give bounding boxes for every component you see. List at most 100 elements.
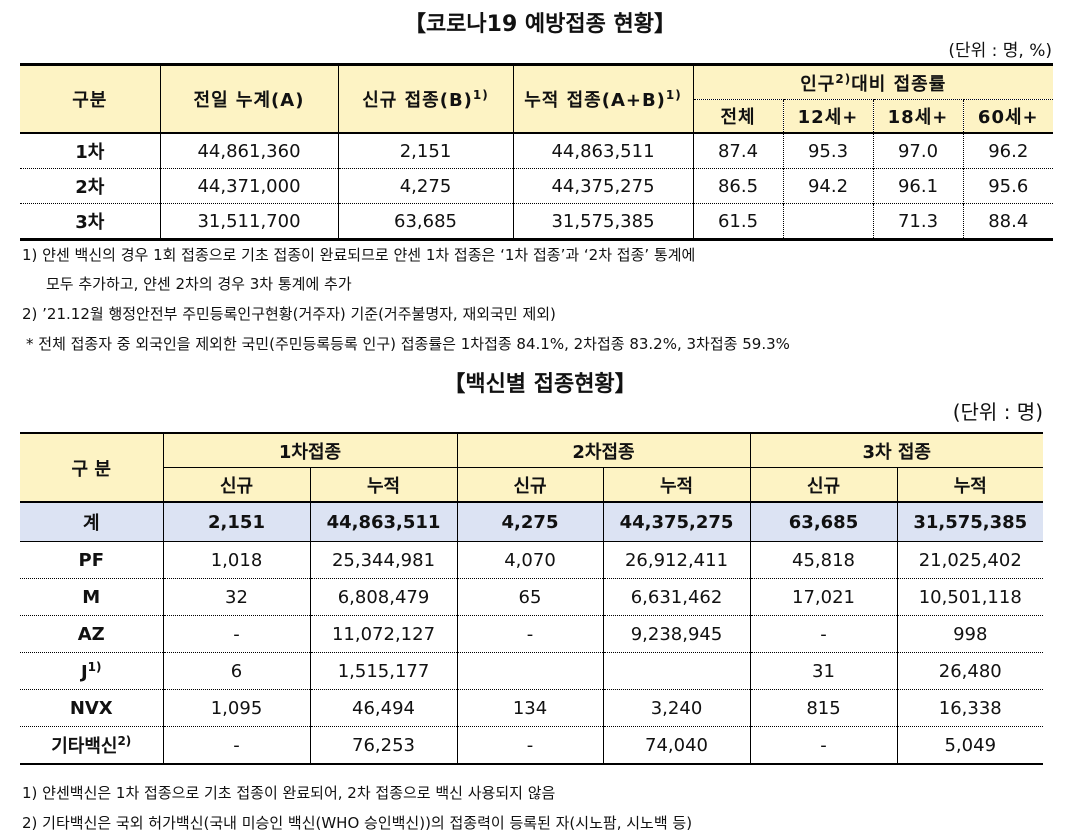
header-cell: 1차접종 [162, 433, 457, 468]
note: 모두 추가하고, 얀센 2차의 경우 3차 통계에 추가 [46, 275, 352, 293]
header-text: 신규 접종(B) [362, 90, 473, 111]
table-row: 3차 31,511,700 63,685 31,575,385 61.5 71.3 88.4 [20, 203, 1054, 240]
header-cell: 신규 접종(B)1) [337, 64, 513, 133]
table-cell: 815 [749, 689, 897, 727]
table-cell: 21,025,402 [896, 541, 1044, 579]
header-cell: 2차접종 [456, 433, 750, 468]
table-cell: 44,863,511 [512, 132, 693, 169]
table-cell: - [162, 615, 310, 653]
row-label: AZ [20, 615, 163, 653]
table-cell: 96.2 [962, 132, 1054, 169]
row-label: 계 [20, 501, 163, 542]
table-cell: 2,151 [162, 501, 310, 542]
table-body: 계 2,151 44,863,511 4,275 44,375,275 63,685 31,… [20, 501, 1044, 764]
table-row: M 32 6,808,479 65 6,631,462 17,021 10,501,118 [20, 578, 1044, 616]
note: 2) ’21.12월 행정안전부 주민등록인구현황(거주자) 기준(거주불명자,… [22, 305, 556, 323]
table-cell: 95.3 [782, 132, 873, 169]
table-cell: 44,375,275 [602, 501, 750, 542]
table-cell: 32 [162, 578, 310, 616]
table-cell: 1,018 [162, 541, 310, 579]
table-cell: 97.0 [872, 132, 963, 169]
table-row: NVX 1,095 46,494 134 3,240 815 16,338 [20, 689, 1044, 727]
header-text: 대비 접종률 [851, 73, 947, 95]
unit: (단위 : 명, %) [948, 41, 1052, 61]
table-cell: 46,494 [309, 689, 457, 727]
header-cell: 3차 접종 [749, 433, 1044, 468]
table-cell: 1차 [20, 132, 160, 169]
table-cell: 86.5 [692, 168, 783, 204]
table-cell: 63,685 [749, 501, 897, 542]
table-cell: - [456, 726, 603, 764]
table-cell: 9,238,945 [602, 615, 750, 653]
header-cell: 누적 [602, 467, 750, 502]
table-cell: 74,040 [602, 726, 750, 764]
table-row: J1) 6 1,515,177 31 26,480 [20, 652, 1044, 690]
table-cell: 4,070 [456, 541, 603, 579]
row-label: PF [20, 541, 163, 579]
table-row: 2차 44,371,000 4,275 44,375,275 86.5 94.2 96.1 9… [20, 168, 1054, 204]
table-cell [602, 652, 750, 690]
table-cell: 17,021 [749, 578, 897, 616]
table-cell: - [749, 615, 897, 653]
table-cell: 6 [162, 652, 310, 690]
header-cell: 18세+ [872, 99, 963, 133]
footnote-mark: 1) [665, 88, 682, 102]
title: 【코로나19 예방접종 현황】 [403, 12, 677, 37]
table-cell: 45,818 [749, 541, 897, 579]
header-text: 인구 [800, 73, 836, 95]
note: 1) 얀센백신은 1차 접종으로 기초 접종이 완료되어, 2차 접종으로 백신… [22, 784, 556, 802]
table-cell: 3차 [20, 203, 160, 240]
table-row: 기타백신2) -76,253-74,040-5,049 [20, 726, 1044, 764]
row-label: J1) [20, 652, 163, 690]
title: 【백신별 접종현황】 [443, 372, 637, 397]
table-cell: 4,275 [337, 168, 513, 204]
header-cell: 누적 [896, 467, 1044, 502]
header-cell: 누적 접종(A+B)1) [512, 64, 693, 133]
table-cell: 10,501,118 [896, 578, 1044, 616]
header-text: 누적 접종(A+B) [524, 90, 666, 111]
table-cell: 61.5 [692, 203, 783, 240]
table-row: PF 1,018 25,344,981 4,070 26,912,411 45,818 21… [20, 541, 1044, 579]
table-cell: 998 [896, 615, 1044, 653]
table-cell: 31,511,700 [159, 203, 338, 240]
table-cell: 1,515,177 [309, 652, 457, 690]
row-label-text: 기타백신 [51, 736, 118, 757]
table-cell: 71.3 [872, 203, 963, 240]
header-cell: 신규 [456, 467, 603, 502]
table-cell [456, 652, 603, 690]
row-label-text: NVX [69, 697, 113, 719]
table-cell: 134 [456, 689, 603, 727]
row-label-text: PF [78, 549, 105, 571]
footnote-mark: 2) [835, 71, 852, 86]
table-cell: 31,575,385 [512, 203, 693, 240]
table-cell: 2차 [20, 168, 160, 204]
row-label-text: 계 [82, 513, 100, 534]
table-cell: 5,049 [896, 726, 1044, 764]
table-cell: 88.4 [962, 203, 1054, 240]
table-cell: 1,095 [162, 689, 310, 727]
table-cell: 2,151 [337, 132, 513, 169]
table-cell: 94.2 [782, 168, 873, 204]
table: 구 분 1차접종 2차접종 3차 접종 신규 누적 신규 누적 신규 누적 계 2… [20, 432, 1044, 765]
header-cell: 전일 누계(A) [159, 64, 338, 133]
table-cell: 87.4 [692, 132, 783, 169]
header-cell: 구 분 [20, 433, 163, 502]
row-label: NVX [20, 689, 163, 727]
footnote-mark: 1) [87, 659, 102, 674]
header-cell: 신규 [749, 467, 897, 502]
table-cell: 44,371,000 [159, 168, 338, 204]
table-cell: - [749, 726, 897, 764]
table-cell: - [456, 615, 603, 653]
row-label-text: AZ [77, 623, 105, 645]
header-cell: 12세+ [782, 99, 873, 133]
table-cell [782, 203, 873, 240]
header-cell: 누적 [309, 467, 457, 502]
table-row: 계 2,151 44,863,511 4,275 44,375,275 63,685 31,… [20, 501, 1044, 542]
table-cell: 63,685 [337, 203, 513, 240]
row-label: 기타백신2) [20, 726, 163, 764]
table-row: AZ -11,072,127-9,238,945-998 [20, 615, 1044, 653]
header-cell: 신규 [162, 467, 310, 502]
table-cell: 26,480 [896, 652, 1044, 690]
table-cell: 31 [749, 652, 897, 690]
table-cell: 44,375,275 [512, 168, 693, 204]
